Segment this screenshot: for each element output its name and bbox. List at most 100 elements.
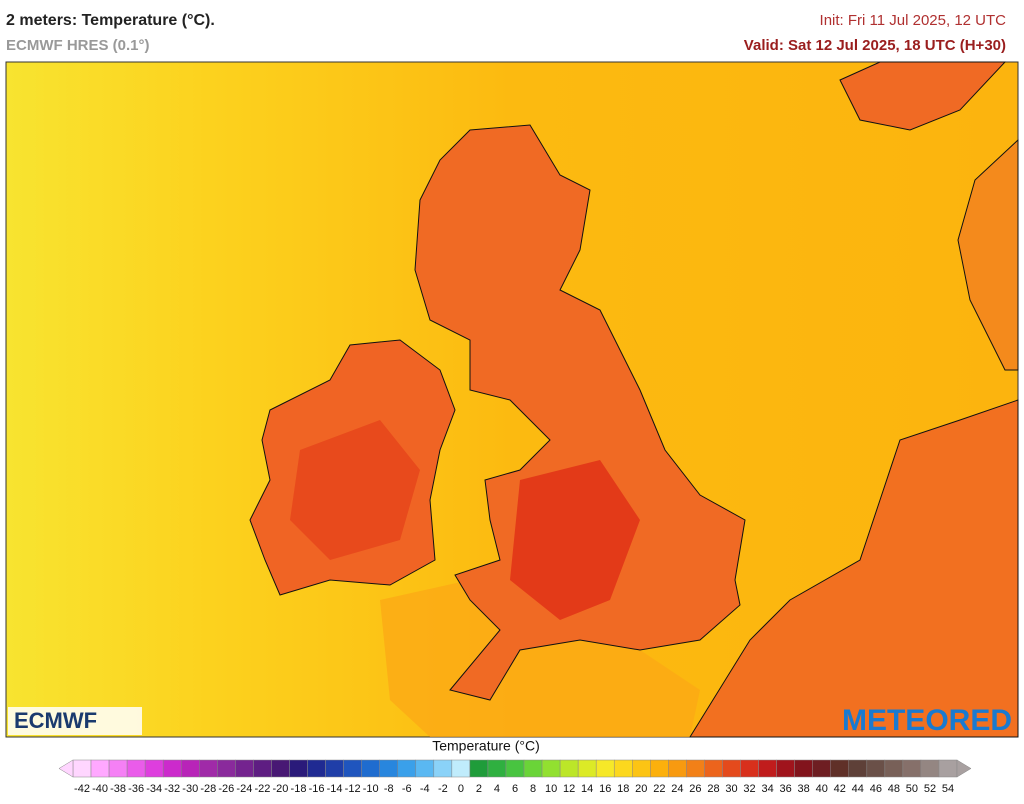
color-swatch	[740, 759, 759, 778]
tick-label: 32	[743, 783, 755, 795]
tick-label: -26	[218, 783, 234, 795]
title: 2 meters: Temperature (°C).	[6, 12, 215, 29]
color-swatch	[920, 759, 940, 778]
color-swatch	[90, 759, 110, 778]
color-swatch	[776, 759, 795, 778]
color-swatch	[704, 759, 723, 778]
color-swatch	[289, 759, 308, 778]
tick-label: 34	[761, 783, 773, 795]
color-swatch	[686, 759, 705, 778]
tick-label: -32	[164, 783, 180, 795]
color-swatch	[343, 759, 362, 778]
tick-label: 40	[816, 783, 828, 795]
color-swatch	[559, 759, 579, 778]
tick-label: -28	[200, 783, 216, 795]
color-swatch	[433, 759, 453, 778]
color-swatch	[722, 759, 741, 778]
tick-label: 24	[671, 783, 683, 795]
tick-label: 20	[635, 783, 647, 795]
color-swatch	[199, 759, 218, 778]
tick-label: -40	[92, 783, 108, 795]
tick-label: 50	[906, 783, 918, 795]
color-swatch	[758, 759, 777, 778]
tick-label: -4	[420, 783, 430, 795]
tick-label: 26	[689, 783, 701, 795]
color-swatch	[325, 759, 344, 778]
logo-box	[8, 707, 142, 735]
tick-label: -24	[236, 783, 252, 795]
arrow-low	[58, 759, 74, 778]
tick-label: -6	[402, 783, 412, 795]
tick-label: -18	[291, 783, 307, 795]
color-swatch	[830, 759, 850, 778]
color-swatch	[650, 759, 669, 778]
color-swatch	[523, 759, 543, 778]
color-swatch	[812, 759, 831, 778]
tick-label: 10	[545, 783, 557, 795]
tick-label: 4	[494, 783, 500, 795]
tick-label: -2	[438, 783, 448, 795]
tick-label: 38	[798, 783, 810, 795]
arrow-high	[956, 759, 972, 778]
color-swatch	[469, 759, 489, 778]
model: ECMWF HRES (0.1°)	[6, 37, 150, 54]
color-swatch	[162, 759, 182, 778]
tick-label: 14	[581, 783, 593, 795]
tick-label: 46	[870, 783, 882, 795]
color-swatch	[235, 759, 254, 778]
color-swatch	[253, 759, 272, 778]
ecmwf-logo: ECMWF	[14, 708, 97, 733]
tick-label: 0	[458, 783, 464, 795]
tick-label: 6	[512, 783, 518, 795]
gb-warm	[510, 460, 640, 620]
color-swatch	[577, 759, 597, 778]
tick-label: -10	[363, 783, 379, 795]
color-swatch	[126, 759, 146, 778]
tick-label: -38	[110, 783, 126, 795]
color-swatch	[884, 759, 904, 778]
tick-label: 8	[530, 783, 536, 795]
continent	[689, 399, 1019, 738]
color-swatch	[487, 759, 507, 778]
warm-sea	[380, 580, 700, 737]
color-swatch	[848, 759, 868, 778]
color-swatch	[415, 759, 435, 778]
tick-label: 54	[942, 783, 954, 795]
tick-label: -42	[74, 783, 90, 795]
color-swatch	[397, 759, 417, 778]
tick-label: -34	[146, 783, 162, 795]
tick-label: -12	[345, 783, 361, 795]
color-swatch	[794, 759, 813, 778]
tick-label: 52	[924, 783, 936, 795]
init-time: Init: Fri 11 Jul 2025, 12 UTC	[820, 12, 1007, 29]
color-swatch	[632, 759, 651, 778]
tick-label: -20	[273, 783, 289, 795]
great-britain	[414, 124, 746, 701]
tick-label: 36	[780, 783, 792, 795]
tick-label: 2	[476, 783, 482, 795]
meteored-logo: METEORED	[842, 704, 1012, 737]
colorbar-title: Temperature (°C)	[432, 738, 540, 754]
tick-label: 28	[707, 783, 719, 795]
color-swatch	[379, 759, 398, 778]
color-swatch	[307, 759, 326, 778]
map: ECMWF METEORED	[5, 61, 1019, 738]
color-swatch	[361, 759, 380, 778]
color-swatch	[938, 759, 958, 778]
color-swatch	[108, 759, 128, 778]
denmark	[957, 138, 1019, 371]
color-swatch	[541, 759, 561, 778]
color-swatch	[72, 759, 92, 778]
tick-label: -30	[182, 783, 198, 795]
colorbar: -42 -40 -38 -36 -34 -32 -30 -28 -26 -24 -22 -20 -18-…	[58, 759, 972, 795]
valid-time: Valid: Sat 12 Jul 2025, 18 UTC (H+30)	[744, 37, 1006, 54]
tick-label: -14	[327, 783, 343, 795]
tick-label: 30	[725, 783, 737, 795]
tick-label: -22	[254, 783, 270, 795]
tick-label: -16	[309, 783, 325, 795]
color-swatch	[271, 759, 290, 778]
norway	[839, 61, 1007, 131]
color-swatch	[505, 759, 525, 778]
tick-label: -8	[384, 783, 394, 795]
tick-label: 16	[599, 783, 611, 795]
